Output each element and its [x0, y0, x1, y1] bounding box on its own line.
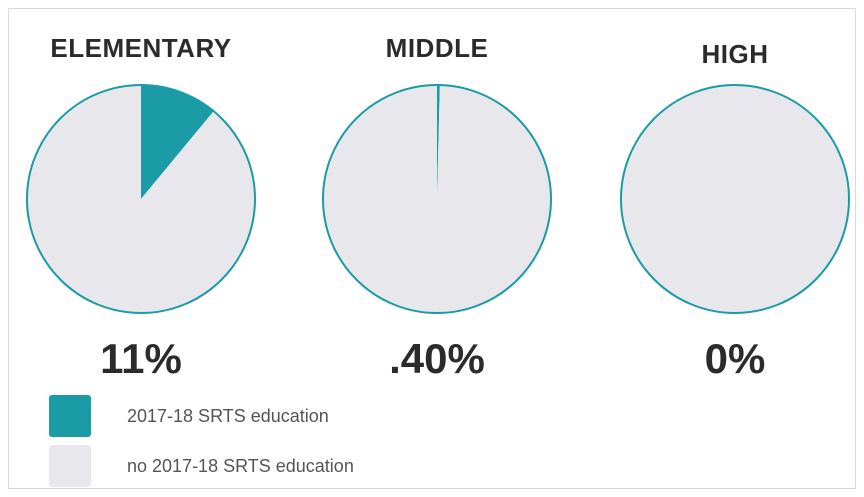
- legend-swatch-no-srts: [49, 445, 91, 487]
- pie-chart-middle: [322, 84, 552, 314]
- pie-percent-elementary: 11%: [100, 335, 182, 382]
- pie-outline: [322, 84, 552, 314]
- pie-outline: [26, 84, 256, 314]
- pie-middle: MIDDLE .40%: [317, 9, 557, 409]
- pie-title-high: HIGH: [701, 39, 769, 69]
- pie-outline: [620, 84, 850, 314]
- pie-title-middle: MIDDLE: [385, 33, 489, 63]
- legend-swatch-srts: [49, 395, 91, 437]
- pie-high: HIGH 0%: [615, 9, 855, 409]
- pie-title-elementary: ELEMENTARY: [50, 33, 232, 63]
- slice-srts: [437, 85, 440, 199]
- slice-no-srts: [322, 85, 551, 313]
- pie-percent-middle: .40%: [389, 335, 485, 382]
- legend-label-srts: 2017-18 SRTS education: [127, 406, 329, 426]
- pie-chart-high: [620, 84, 850, 314]
- slice-no-srts: [621, 85, 849, 313]
- chart-panel: ELEMENTARY 11% MIDDLE .40% HIGH 0% 2017-…: [8, 8, 856, 489]
- slice-srts: [141, 85, 214, 199]
- slice-no-srts: [26, 85, 255, 313]
- pie-chart-elementary: [26, 84, 256, 314]
- legend-label-no-srts: no 2017-18 SRTS education: [127, 456, 354, 476]
- pie-elementary: ELEMENTARY 11%: [21, 9, 261, 409]
- pie-percent-high: 0%: [704, 335, 766, 382]
